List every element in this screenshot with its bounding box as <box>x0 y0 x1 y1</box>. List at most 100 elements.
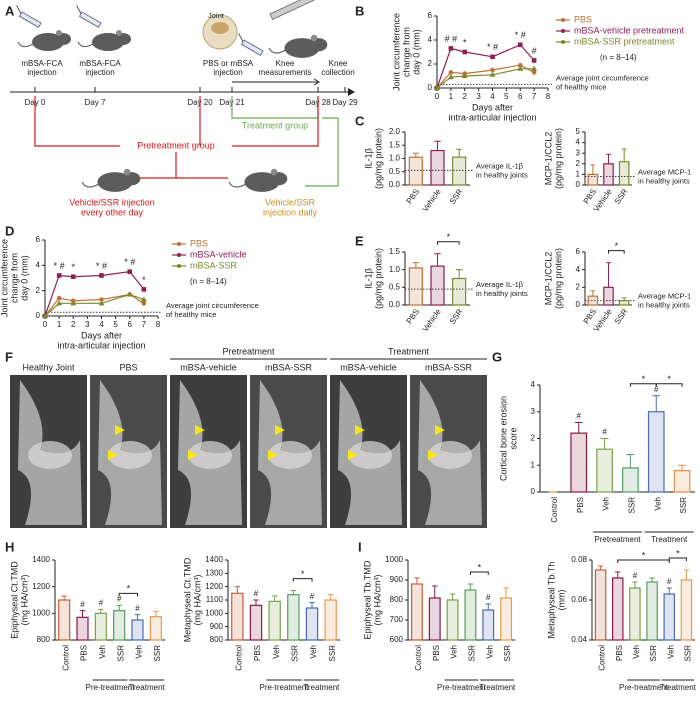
legend-marker <box>177 242 181 246</box>
x-tick-label: 5 <box>113 320 118 329</box>
error-bar <box>434 140 441 151</box>
significance-mark: # <box>532 46 537 56</box>
data-point <box>56 300 63 306</box>
panel-letter: G <box>492 349 502 364</box>
x-tick-label: 8 <box>546 92 551 101</box>
x-tick-label: Veh <box>632 645 641 659</box>
y-tick-label: 0.0 <box>389 300 401 309</box>
error-bar <box>449 593 456 600</box>
reference-label: Average MCP-1 <box>638 168 691 177</box>
y-tick-label: 1000 <box>205 608 223 617</box>
bar <box>482 609 495 641</box>
y-tick-label: 800 <box>37 635 51 644</box>
y-axis-label: (pg/mg protein) <box>373 248 383 309</box>
data-point <box>141 287 147 292</box>
pretreatment-split <box>140 152 228 179</box>
data-point <box>98 300 105 306</box>
bar <box>663 593 675 641</box>
panel-letter: D <box>5 223 14 238</box>
measure-arrow <box>313 78 320 86</box>
mouse-tail <box>228 181 246 188</box>
significance-bracket <box>437 241 460 245</box>
error-bar <box>590 290 596 297</box>
significance-mark: * # <box>515 30 526 40</box>
bar <box>94 612 107 641</box>
data-point <box>531 70 537 75</box>
bar <box>430 149 445 186</box>
x-tick-label: 0 <box>435 92 440 101</box>
panel-letter: C <box>355 113 365 128</box>
erosion-arrow <box>348 450 358 460</box>
step-label: injection <box>85 68 114 77</box>
joint-bone <box>211 22 229 34</box>
error-bar <box>503 587 509 598</box>
significance-mark: # <box>486 593 491 602</box>
significance-mark: # <box>254 589 259 598</box>
x-tick-label: PBS <box>253 645 262 661</box>
y-axis-label: MCP-1/CCL2 <box>543 132 553 186</box>
y-tick-label: 4 <box>428 35 433 44</box>
significance-star: * <box>447 232 451 242</box>
significance-mark: # <box>310 592 315 601</box>
x-tick-label: 4 <box>99 320 104 329</box>
group-label: Pre-treatment <box>619 683 669 692</box>
significance-mark: * <box>142 275 146 285</box>
timeline-arrow <box>348 88 355 96</box>
bar <box>446 599 459 641</box>
syringe-needle <box>76 5 82 14</box>
y-tick-label: 2 <box>576 282 581 291</box>
error-bar <box>485 603 491 610</box>
data-point <box>490 54 495 60</box>
error-bar <box>98 608 104 614</box>
x-tick-label: SSR <box>649 645 658 662</box>
panel-letter: E <box>355 233 364 248</box>
bar <box>570 432 588 493</box>
sample-size-note: (n = 8–14) <box>190 277 227 286</box>
data-point <box>517 42 523 48</box>
y-tick-label: 0.04 <box>571 635 587 644</box>
y-axis-label: Cortical bone erosion <box>498 396 508 481</box>
data-point <box>99 273 104 278</box>
reference-label: Average joint circumference <box>556 73 649 82</box>
y-tick-label: 0.0 <box>389 180 401 189</box>
significance-bracket <box>655 383 683 387</box>
y-tick-label: 1100 <box>206 595 224 604</box>
significance-mark: * <box>463 37 467 47</box>
bar <box>408 156 423 186</box>
y-axis-label: Metaphyseal Ct.TMD <box>182 557 192 642</box>
x-tick-label: PBS <box>432 645 441 661</box>
bar <box>452 277 467 306</box>
data-point <box>434 85 440 90</box>
y-axis-label: Metaphyseal Tb.Th <box>546 562 556 639</box>
group-label: Pre-treatment <box>260 683 310 692</box>
bar <box>680 579 693 641</box>
y-tick-label: 0 <box>576 180 581 189</box>
bar <box>268 600 281 641</box>
reference-label: in healthy joints <box>638 301 690 310</box>
significance-star: * <box>615 241 619 251</box>
x-tick-label: Control <box>234 645 243 671</box>
syringe-needle <box>16 5 22 14</box>
x-tick-label: SSR <box>290 645 299 662</box>
x-tick-label: PBS <box>80 645 89 661</box>
error-bar <box>309 602 315 608</box>
mouse-ear <box>270 168 278 176</box>
reference-label: of healthy mice <box>556 82 606 91</box>
reference-label: Average joint circumference <box>166 301 259 310</box>
image-label: mBSA-vehicle <box>340 362 397 372</box>
image-group-label: Pretreatment <box>222 346 275 356</box>
significance-mark: * # <box>487 42 498 52</box>
data-point <box>70 274 76 280</box>
error-bar <box>290 590 297 595</box>
reference-label: Average IL-1β <box>476 280 524 289</box>
error-bar <box>606 153 611 164</box>
error-bar <box>153 610 159 617</box>
reference-label: in healthy joints <box>476 170 528 179</box>
y-axis-label: (mg HA/cm³) <box>192 575 202 626</box>
bone-shape <box>98 380 162 525</box>
x-tick-label: 3 <box>476 92 481 101</box>
pretreatment-regimen: every other day <box>81 207 144 217</box>
x-tick-label: Veh <box>309 645 318 659</box>
error-bar <box>678 464 686 471</box>
